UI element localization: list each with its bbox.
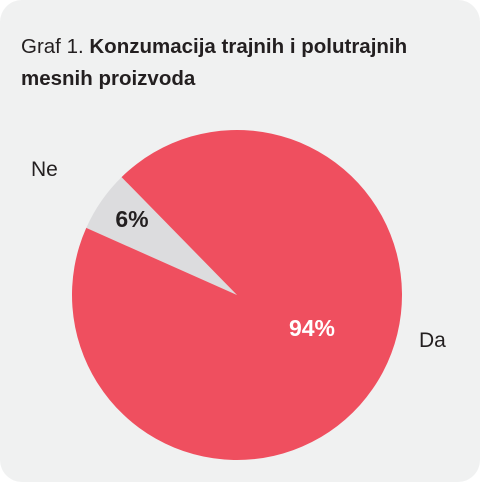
figure-title: Konzumacija trajnih i polutrajnih mesnih…	[21, 35, 408, 90]
chart-title: Graf 1. Konzumacija trajnih i polutrajni…	[21, 31, 461, 95]
figure-number: Graf 1.	[21, 35, 84, 58]
slice-da	[71, 130, 402, 461]
legend-label-ne: Ne	[31, 158, 58, 181]
legend-label-da: Da	[419, 329, 446, 352]
slice-ne	[86, 177, 237, 295]
slice-label-ne: 6%	[115, 206, 148, 232]
slice-label-da: 94%	[289, 315, 335, 341]
